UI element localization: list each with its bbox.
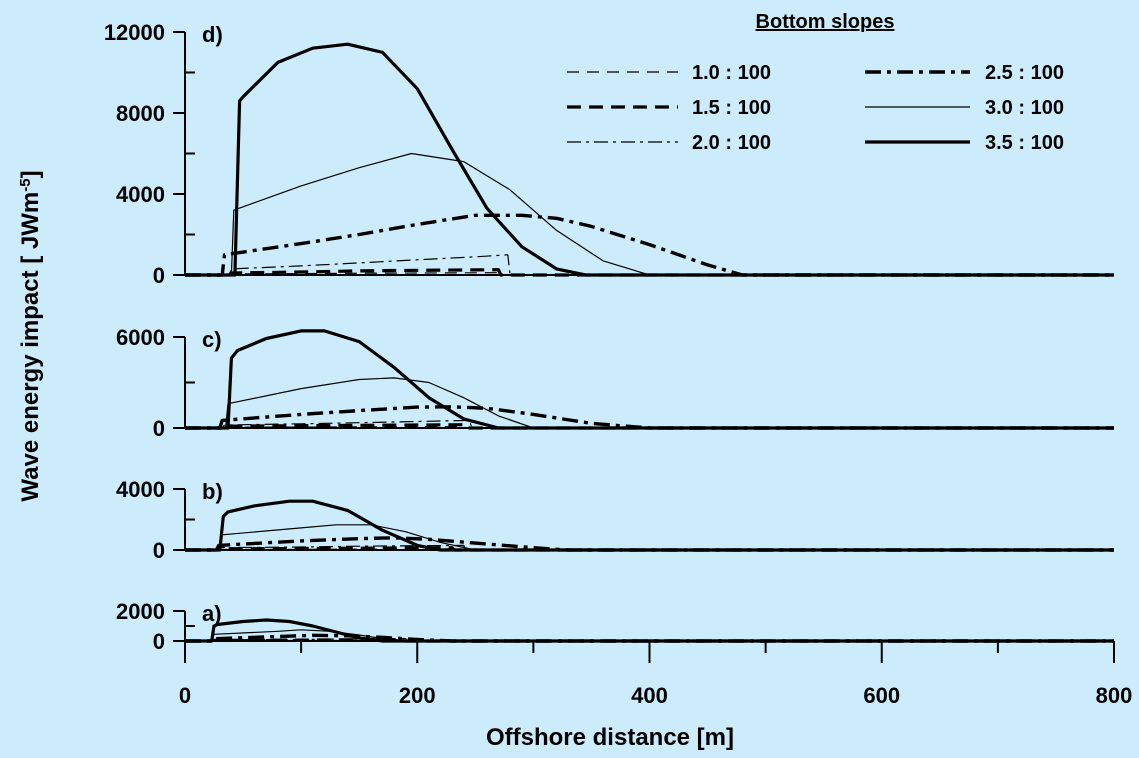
x-axis: 0 200 400 600 800 <box>179 641 1132 708</box>
panel-d: 0 4000 8000 12000 d) <box>104 20 1114 288</box>
panel-label: a) <box>202 601 222 626</box>
panel-a: 0 2000 a) <box>116 599 1114 654</box>
series-line-3-0100 <box>185 152 1114 276</box>
y-axis-label-suffix: ] <box>17 170 44 178</box>
y-tick-label: 12000 <box>104 20 165 45</box>
legend-entry-label: 2.5 : 100 <box>985 62 1064 84</box>
series-line-3-5100 <box>185 329 1114 430</box>
y-tick-label: 4000 <box>116 477 165 502</box>
panel-label: c) <box>202 327 222 352</box>
y-axis-label: Wave energy impact [ JWm-5] <box>17 170 45 501</box>
legend-entry-label: 2.0 : 100 <box>692 132 771 154</box>
x-tick-label: 0 <box>179 683 191 708</box>
legend-entry-label: 3.0 : 100 <box>985 97 1064 119</box>
series-line-2-5100 <box>185 213 1114 277</box>
series-line-3-5100 <box>185 618 1114 643</box>
y-tick-label: 0 <box>153 629 165 654</box>
y-tick-label: 0 <box>153 538 165 563</box>
legend-entry-label: 3.5 : 100 <box>985 132 1064 154</box>
x-tick-label: 800 <box>1096 683 1133 708</box>
y-axis-label-superscript: -5 <box>17 178 34 191</box>
series-line-2-5100 <box>185 405 1114 430</box>
panel-label: b) <box>202 479 223 504</box>
legend-entry-label: 1.0 : 100 <box>692 62 771 84</box>
series-line-3-5100 <box>185 42 1114 277</box>
x-tick-label: 200 <box>399 683 436 708</box>
x-axis-label: Offshore distance [m] <box>486 724 734 751</box>
panel-b: 0 4000 b) <box>116 477 1114 563</box>
y-tick-label: 0 <box>153 416 165 441</box>
legend: Bottom slopes 1.0 : 100 1.5 : 100 2.0 : 100… <box>567 11 1064 154</box>
y-tick-label: 6000 <box>116 325 165 350</box>
panel-c: 0 6000 c) <box>116 325 1114 441</box>
y-tick-label: 0 <box>153 263 165 288</box>
y-tick-label: 2000 <box>116 599 165 624</box>
series-line-3-0100 <box>185 377 1114 429</box>
x-tick-label: 400 <box>631 683 668 708</box>
y-tick-label: 8000 <box>116 101 165 126</box>
legend-entry-label: 1.5 : 100 <box>692 97 771 119</box>
y-tick-label: 4000 <box>116 182 165 207</box>
y-axis-label-main: Wave energy impact [ JWm <box>17 192 44 502</box>
series-line-2-0100 <box>185 254 1114 276</box>
panels-layer: 0 4000 8000 12000 d) 0 6000 c) 0 4000 b) 0 2000 a) <box>104 20 1114 654</box>
series-line-3-5100 <box>185 499 1114 552</box>
x-tick-label: 600 <box>863 683 900 708</box>
panel-label: d) <box>202 22 223 47</box>
legend-title: Bottom slopes <box>756 11 895 33</box>
